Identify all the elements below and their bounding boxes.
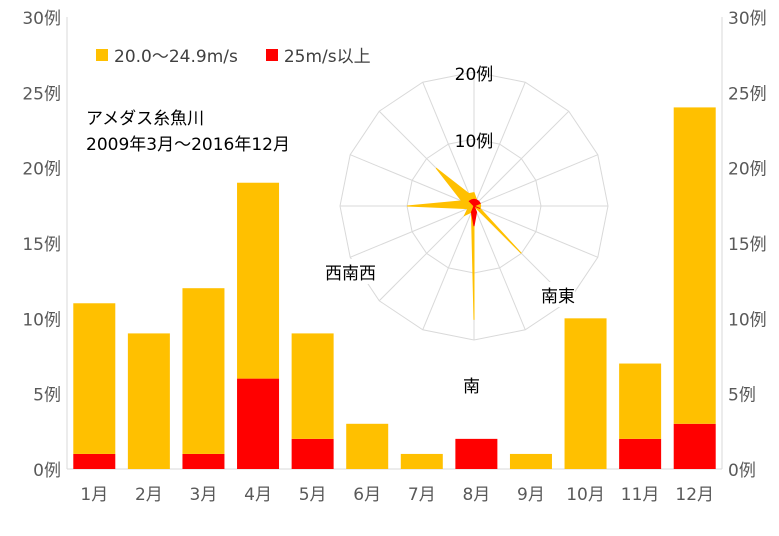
- radar-spoke: [422, 82, 475, 207]
- y-tick-label: 15例: [22, 235, 61, 255]
- bar-segment-high: [455, 438, 498, 469]
- radar-spoke: [473, 205, 598, 258]
- x-tick-label: 7月: [408, 485, 436, 505]
- radar-label-west-southwest: 西南西: [325, 259, 376, 284]
- x-tick-label: 2月: [135, 485, 163, 505]
- bar-segment-low: [564, 318, 607, 469]
- x-tick-label: 5月: [299, 485, 327, 505]
- bar-segment-low: [673, 107, 716, 424]
- bar-segment-low: [237, 182, 280, 379]
- bar-segment-high: [291, 438, 334, 469]
- radar-ring-label: 10例: [455, 132, 494, 152]
- radar-spoke: [350, 154, 475, 207]
- legend-swatch-high: [265, 48, 278, 61]
- y-tick-label: 0例: [33, 461, 61, 481]
- x-tick-label: 12月: [675, 485, 714, 505]
- bar-segment-low: [346, 423, 389, 469]
- bar-segment-low: [182, 288, 225, 454]
- secondary-y-tick-label: 0例: [728, 461, 756, 481]
- bar-segment-high: [619, 438, 662, 469]
- radar-label-southeast: 南東: [541, 282, 575, 307]
- secondary-y-tick-label: 10例: [728, 310, 767, 330]
- radar-label-south: 南: [463, 372, 480, 397]
- radar-spoke: [473, 205, 526, 330]
- radar-spoke: [473, 110, 570, 207]
- y-tick-label: 10例: [22, 310, 61, 330]
- radar-spoke: [473, 82, 526, 207]
- x-tick-label: 8月: [462, 485, 490, 505]
- radar-spoke: [473, 154, 598, 207]
- bar-segment-low: [127, 333, 170, 469]
- legend-swatch-low: [96, 48, 108, 61]
- radar-spoke: [422, 205, 475, 330]
- legend-label-low: 20.0〜24.9m/s: [114, 47, 238, 67]
- legend-label-high: 25m/s以上: [283, 47, 371, 67]
- y-tick-label: 5例: [33, 386, 61, 406]
- x-tick-label: 3月: [190, 485, 218, 505]
- bar-segment-high: [73, 453, 116, 469]
- annotation-period: 2009年3月〜2016年12月: [86, 135, 290, 155]
- radar-series-high: [468, 198, 481, 227]
- legend: 20.0〜24.9m/s 25m/s以上: [96, 42, 371, 67]
- bar-segment-low: [619, 363, 662, 439]
- y-tick-label: 20例: [22, 160, 61, 180]
- x-tick-label: 1月: [80, 485, 108, 505]
- bar-segment-high: [673, 423, 716, 469]
- bar-segment-high: [182, 453, 225, 469]
- x-tick-label: 11月: [621, 485, 660, 505]
- secondary-y-tick-label: 20例: [728, 160, 767, 180]
- secondary-y-tick-label: 5例: [728, 386, 756, 406]
- secondary-y-tick-label: 15例: [728, 235, 767, 255]
- y-tick-label: 30例: [22, 9, 61, 29]
- x-tick-label: 4月: [244, 485, 272, 505]
- x-tick-label: 10月: [566, 485, 605, 505]
- annotation-station: アメダス糸魚川: [86, 109, 205, 129]
- radar-spoke: [350, 205, 475, 258]
- y-tick-label: 25例: [22, 84, 61, 104]
- bar-segment-low: [291, 333, 334, 439]
- bar-segment-low: [73, 303, 116, 454]
- radar-ring-label: 20例: [455, 65, 494, 85]
- bar-segment-high: [237, 378, 280, 469]
- radar-spoke: [378, 205, 475, 302]
- bar-segment-low: [509, 453, 552, 469]
- bar-segment-low: [400, 453, 443, 469]
- x-tick-label: 6月: [353, 485, 381, 505]
- secondary-y-tick-label: 25例: [728, 84, 767, 104]
- x-tick-label: 9月: [517, 485, 545, 505]
- secondary-y-tick-label: 30例: [728, 9, 767, 29]
